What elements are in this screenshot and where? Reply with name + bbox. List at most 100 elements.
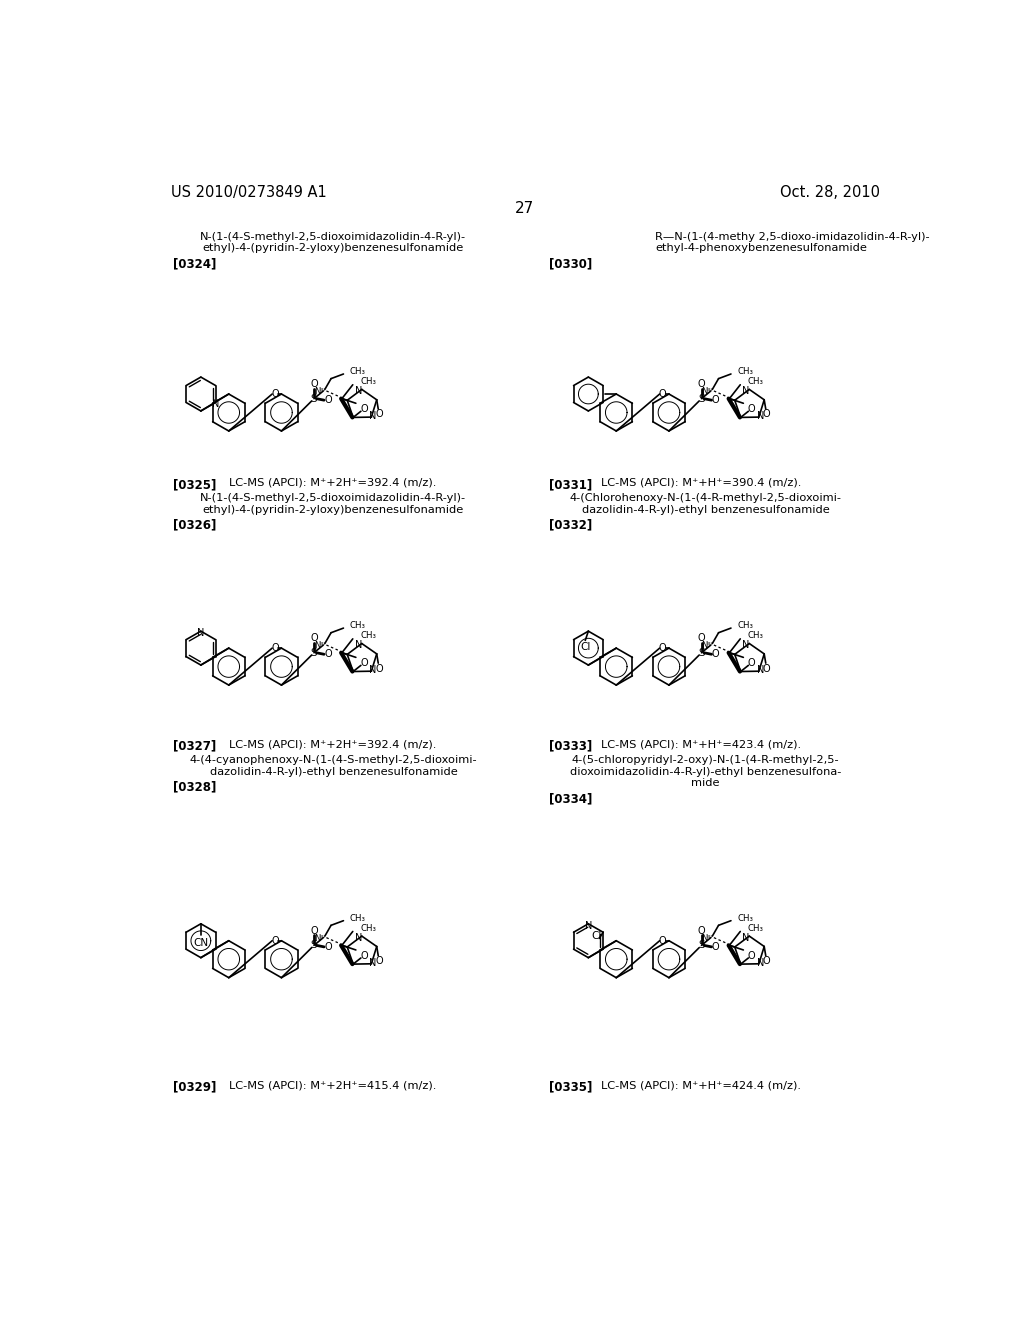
Text: LC-MS (APCI): M⁺+2H⁺=392.4 (m/z).: LC-MS (APCI): M⁺+2H⁺=392.4 (m/z). [228, 739, 436, 750]
Text: O: O [325, 649, 332, 659]
Text: CH₃: CH₃ [360, 631, 377, 640]
Text: N: N [757, 958, 764, 968]
Text: N: N [742, 385, 750, 396]
Text: CH₃: CH₃ [349, 622, 366, 630]
Text: Cl: Cl [580, 642, 591, 652]
Text: N: N [370, 958, 377, 968]
Text: CN: CN [194, 939, 209, 948]
Text: N: N [370, 412, 377, 421]
Text: N: N [370, 665, 377, 676]
Text: Nᴵᴵᴵ: Nᴵᴵᴵ [314, 935, 325, 942]
Text: Nᴵᴵᴵ: Nᴵᴵᴵ [701, 387, 713, 396]
Text: [0330]: [0330] [549, 257, 592, 271]
Text: Nᴵᴵᴵ: Nᴵᴵᴵ [701, 935, 713, 942]
Text: S: S [698, 940, 705, 950]
Text: S: S [310, 940, 317, 950]
Text: N-(1-(4-S-methyl-2,5-dioxoimidazolidin-4-R-yl)-: N-(1-(4-S-methyl-2,5-dioxoimidazolidin-4… [201, 494, 467, 503]
Text: LC-MS (APCI): M⁺+2H⁺=392.4 (m/z).: LC-MS (APCI): M⁺+2H⁺=392.4 (m/z). [228, 478, 436, 488]
Text: CH₃: CH₃ [360, 924, 377, 933]
Text: N: N [742, 933, 750, 942]
Text: LC-MS (APCI): M⁺+H⁺=390.4 (m/z).: LC-MS (APCI): M⁺+H⁺=390.4 (m/z). [601, 478, 801, 488]
Text: Nᴵᴵᴵ: Nᴵᴵᴵ [314, 642, 325, 651]
Text: [0331]: [0331] [549, 478, 592, 491]
Text: [0324]: [0324] [173, 257, 216, 271]
Text: O: O [712, 395, 719, 405]
Text: dazolidin-4-R-yl)-ethyl benzenesulfonamide: dazolidin-4-R-yl)-ethyl benzenesulfonami… [582, 506, 829, 515]
Text: Cl: Cl [592, 931, 602, 941]
Text: CH₃: CH₃ [748, 631, 764, 640]
Text: [0333]: [0333] [549, 739, 592, 752]
Text: ethyl)-4-(pyridin-2-yloxy)benzenesulfonamide: ethyl)-4-(pyridin-2-yloxy)benzenesulfona… [203, 243, 464, 253]
Text: S: S [698, 648, 705, 657]
Text: 27: 27 [515, 201, 535, 215]
Text: O: O [271, 389, 280, 399]
Text: O: O [360, 950, 368, 961]
Text: dioxoimidazolidin-4-R-yl)-ethyl benzenesulfona-: dioxoimidazolidin-4-R-yl)-ethyl benzenes… [569, 767, 841, 776]
Text: S: S [310, 393, 317, 404]
Text: [0328]: [0328] [173, 780, 216, 793]
Text: 4-(4-cyanophenoxy-N-(1-(4-S-methyl-2,5-dioxoimi-: 4-(4-cyanophenoxy-N-(1-(4-S-methyl-2,5-d… [189, 755, 477, 766]
Text: O: O [271, 936, 280, 945]
Text: [0327]: [0327] [173, 739, 216, 752]
Text: O: O [310, 634, 317, 643]
Text: O: O [712, 942, 719, 952]
Text: Nᴵᴵᴵ: Nᴵᴵᴵ [701, 642, 713, 651]
Text: S: S [698, 393, 705, 404]
Text: O: O [375, 664, 383, 673]
Text: [0325]: [0325] [173, 478, 216, 491]
Text: O: O [748, 404, 756, 414]
Text: N-(1-(4-S-methyl-2,5-dioxoimidazolidin-4-R-yl)-: N-(1-(4-S-methyl-2,5-dioxoimidazolidin-4… [201, 231, 467, 242]
Text: O: O [763, 956, 770, 966]
Text: O: O [748, 950, 756, 961]
Text: O: O [712, 649, 719, 659]
Text: O: O [763, 664, 770, 673]
Text: CH₃: CH₃ [737, 913, 753, 923]
Text: ethyl-4-phenoxybenzenesulfonamide: ethyl-4-phenoxybenzenesulfonamide [655, 243, 867, 253]
Text: N: N [355, 640, 362, 649]
Text: O: O [658, 389, 667, 399]
Text: N: N [585, 921, 592, 931]
Text: O: O [697, 925, 706, 936]
Text: O: O [697, 634, 706, 643]
Text: CH₃: CH₃ [748, 378, 764, 387]
Text: O: O [375, 409, 383, 420]
Text: O: O [310, 925, 317, 936]
Text: CH₃: CH₃ [737, 367, 753, 376]
Text: N: N [742, 640, 750, 649]
Text: LC-MS (APCI): M⁺+2H⁺=415.4 (m/z).: LC-MS (APCI): M⁺+2H⁺=415.4 (m/z). [228, 1081, 436, 1090]
Text: S: S [310, 648, 317, 657]
Text: [0329]: [0329] [173, 1081, 216, 1094]
Text: O: O [360, 404, 368, 414]
Text: O: O [271, 643, 280, 653]
Text: [0335]: [0335] [549, 1081, 592, 1094]
Text: N: N [757, 665, 764, 676]
Text: O: O [748, 659, 756, 668]
Text: O: O [658, 643, 667, 653]
Text: 4-(Chlorohenoxy-N-(1-(4-R-methyl-2,5-dioxoimi-: 4-(Chlorohenoxy-N-(1-(4-R-methyl-2,5-dio… [569, 494, 842, 503]
Text: N: N [757, 412, 764, 421]
Text: O: O [325, 942, 332, 952]
Text: Oct. 28, 2010: Oct. 28, 2010 [779, 185, 880, 201]
Text: dazolidin-4-R-yl)-ethyl benzenesulfonamide: dazolidin-4-R-yl)-ethyl benzenesulfonami… [210, 767, 458, 776]
Text: N: N [355, 385, 362, 396]
Text: O: O [658, 936, 667, 945]
Text: CH₃: CH₃ [349, 913, 366, 923]
Text: ethyl)-4-(pyridin-2-yloxy)benzenesulfonamide: ethyl)-4-(pyridin-2-yloxy)benzenesulfona… [203, 506, 464, 515]
Text: [0334]: [0334] [549, 792, 592, 805]
Text: Nᴵᴵᴵ: Nᴵᴵᴵ [314, 387, 325, 396]
Text: 4-(5-chloropyridyl-2-oxy)-N-(1-(4-R-methyl-2,5-: 4-(5-chloropyridyl-2-oxy)-N-(1-(4-R-meth… [571, 755, 840, 766]
Text: mide: mide [691, 779, 720, 788]
Text: O: O [375, 956, 383, 966]
Text: LC-MS (APCI): M⁺+H⁺=423.4 (m/z).: LC-MS (APCI): M⁺+H⁺=423.4 (m/z). [601, 739, 801, 750]
Text: O: O [360, 659, 368, 668]
Text: CH₃: CH₃ [748, 924, 764, 933]
Text: N: N [355, 933, 362, 942]
Text: LC-MS (APCI): M⁺+H⁺=424.4 (m/z).: LC-MS (APCI): M⁺+H⁺=424.4 (m/z). [601, 1081, 801, 1090]
Text: N: N [212, 399, 219, 409]
Text: US 2010/0273849 A1: US 2010/0273849 A1 [171, 185, 327, 201]
Text: CH₃: CH₃ [737, 622, 753, 630]
Text: [0326]: [0326] [173, 519, 216, 532]
Text: O: O [310, 379, 317, 389]
Text: N: N [198, 628, 205, 639]
Text: O: O [325, 395, 332, 405]
